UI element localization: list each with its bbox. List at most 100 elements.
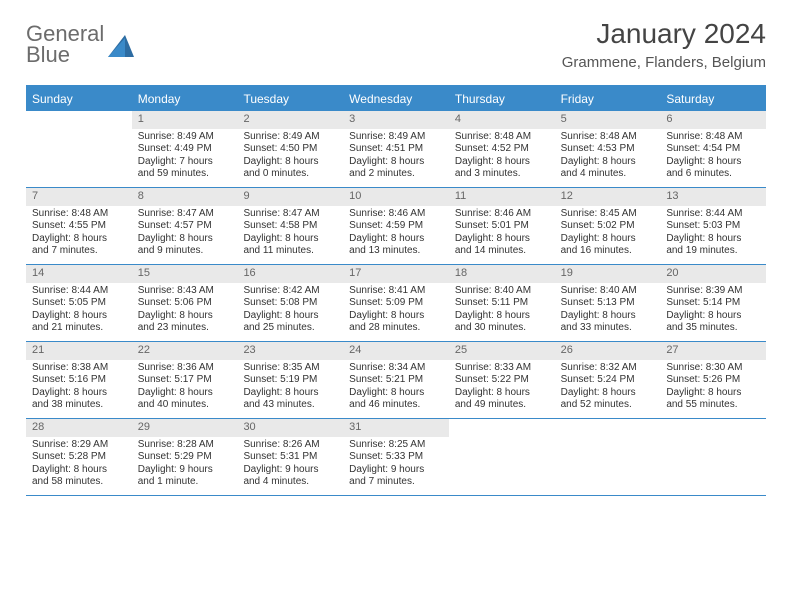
day-detail-line: Sunset: 5:06 PM (138, 297, 232, 310)
day-details: Sunrise: 8:46 AMSunset: 4:59 PMDaylight:… (343, 206, 449, 262)
day-number: 26 (555, 342, 661, 360)
day-detail-line: Daylight: 8 hours (138, 233, 232, 246)
day-detail-line: and 4 minutes. (561, 168, 655, 181)
calendar-cell: 22Sunrise: 8:36 AMSunset: 5:17 PMDayligh… (132, 342, 238, 418)
day-detail-line: Sunset: 5:01 PM (455, 220, 549, 233)
day-detail-line: Sunrise: 8:36 AM (138, 362, 232, 375)
day-detail-line: Sunrise: 8:29 AM (32, 439, 126, 452)
day-number: 15 (132, 265, 238, 283)
day-detail-line: Sunset: 5:11 PM (455, 297, 549, 310)
calendar-cell: 17Sunrise: 8:41 AMSunset: 5:09 PMDayligh… (343, 265, 449, 341)
day-detail-line: Sunrise: 8:48 AM (455, 131, 549, 144)
day-detail-line: and 16 minutes. (561, 245, 655, 258)
calendar-cell: 5Sunrise: 8:48 AMSunset: 4:53 PMDaylight… (555, 111, 661, 187)
day-detail-line: Sunrise: 8:47 AM (138, 208, 232, 221)
day-details (449, 437, 555, 443)
day-details: Sunrise: 8:33 AMSunset: 5:22 PMDaylight:… (449, 360, 555, 416)
day-number: 28 (26, 419, 132, 437)
day-detail-line: Sunrise: 8:38 AM (32, 362, 126, 375)
day-detail-line: Daylight: 8 hours (455, 387, 549, 400)
day-detail-line: and 7 minutes. (32, 245, 126, 258)
day-number (26, 111, 132, 129)
day-detail-line: Daylight: 8 hours (455, 233, 549, 246)
day-detail-line: and 58 minutes. (32, 476, 126, 489)
calendar-cell: 10Sunrise: 8:46 AMSunset: 4:59 PMDayligh… (343, 188, 449, 264)
day-details: Sunrise: 8:42 AMSunset: 5:08 PMDaylight:… (237, 283, 343, 339)
day-detail-line: Daylight: 8 hours (32, 233, 126, 246)
day-detail-line: Sunset: 5:21 PM (349, 374, 443, 387)
day-details: Sunrise: 8:49 AMSunset: 4:50 PMDaylight:… (237, 129, 343, 185)
day-detail-line: Sunset: 4:51 PM (349, 143, 443, 156)
day-details: Sunrise: 8:39 AMSunset: 5:14 PMDaylight:… (660, 283, 766, 339)
day-detail-line: Daylight: 8 hours (32, 387, 126, 400)
day-detail-line: Sunrise: 8:41 AM (349, 285, 443, 298)
day-detail-line: and 7 minutes. (349, 476, 443, 489)
day-number: 14 (26, 265, 132, 283)
calendar-cell: 11Sunrise: 8:46 AMSunset: 5:01 PMDayligh… (449, 188, 555, 264)
day-detail-line: Sunset: 4:59 PM (349, 220, 443, 233)
calendar: Sunday Monday Tuesday Wednesday Thursday… (26, 85, 766, 496)
day-header-mon: Monday (132, 87, 238, 111)
day-detail-line: and 3 minutes. (455, 168, 549, 181)
day-number: 24 (343, 342, 449, 360)
day-detail-line: Sunset: 5:26 PM (666, 374, 760, 387)
day-detail-line: and 30 minutes. (455, 322, 549, 335)
day-detail-line: Sunrise: 8:32 AM (561, 362, 655, 375)
day-number (660, 419, 766, 437)
day-number: 25 (449, 342, 555, 360)
day-details: Sunrise: 8:47 AMSunset: 4:57 PMDaylight:… (132, 206, 238, 262)
calendar-cell: 2Sunrise: 8:49 AMSunset: 4:50 PMDaylight… (237, 111, 343, 187)
day-details: Sunrise: 8:35 AMSunset: 5:19 PMDaylight:… (237, 360, 343, 416)
day-detail-line: and 19 minutes. (666, 245, 760, 258)
day-detail-line: and 13 minutes. (349, 245, 443, 258)
day-detail-line: Sunset: 4:57 PM (138, 220, 232, 233)
calendar-cell: 16Sunrise: 8:42 AMSunset: 5:08 PMDayligh… (237, 265, 343, 341)
calendar-cell: 23Sunrise: 8:35 AMSunset: 5:19 PMDayligh… (237, 342, 343, 418)
day-details (555, 437, 661, 443)
day-detail-line: Sunset: 5:09 PM (349, 297, 443, 310)
day-detail-line: and 14 minutes. (455, 245, 549, 258)
calendar-cell: 20Sunrise: 8:39 AMSunset: 5:14 PMDayligh… (660, 265, 766, 341)
day-detail-line: Sunset: 4:53 PM (561, 143, 655, 156)
day-detail-line: Sunrise: 8:30 AM (666, 362, 760, 375)
day-detail-line: Sunrise: 8:48 AM (32, 208, 126, 221)
calendar-cell: 26Sunrise: 8:32 AMSunset: 5:24 PMDayligh… (555, 342, 661, 418)
day-detail-line: Daylight: 8 hours (138, 387, 232, 400)
day-detail-line: Daylight: 8 hours (561, 156, 655, 169)
day-detail-line: Sunrise: 8:44 AM (32, 285, 126, 298)
day-detail-line: Daylight: 8 hours (666, 233, 760, 246)
day-details: Sunrise: 8:38 AMSunset: 5:16 PMDaylight:… (26, 360, 132, 416)
day-number: 4 (449, 111, 555, 129)
day-detail-line: and 6 minutes. (666, 168, 760, 181)
location-text: Grammene, Flanders, Belgium (562, 54, 766, 71)
day-details: Sunrise: 8:30 AMSunset: 5:26 PMDaylight:… (660, 360, 766, 416)
calendar-cell: 12Sunrise: 8:45 AMSunset: 5:02 PMDayligh… (555, 188, 661, 264)
calendar-week: 28Sunrise: 8:29 AMSunset: 5:28 PMDayligh… (26, 419, 766, 496)
day-detail-line: Daylight: 8 hours (243, 310, 337, 323)
day-detail-line: Daylight: 8 hours (349, 156, 443, 169)
day-number: 9 (237, 188, 343, 206)
day-detail-line: Sunrise: 8:49 AM (138, 131, 232, 144)
day-details: Sunrise: 8:45 AMSunset: 5:02 PMDaylight:… (555, 206, 661, 262)
day-details: Sunrise: 8:34 AMSunset: 5:21 PMDaylight:… (343, 360, 449, 416)
day-detail-line: Daylight: 8 hours (243, 233, 337, 246)
day-number: 5 (555, 111, 661, 129)
day-detail-line: Daylight: 8 hours (561, 310, 655, 323)
day-details: Sunrise: 8:36 AMSunset: 5:17 PMDaylight:… (132, 360, 238, 416)
day-detail-line: Sunrise: 8:28 AM (138, 439, 232, 452)
calendar-cell: 21Sunrise: 8:38 AMSunset: 5:16 PMDayligh… (26, 342, 132, 418)
day-number (449, 419, 555, 437)
day-detail-line: Daylight: 9 hours (138, 464, 232, 477)
day-detail-line: Sunset: 5:24 PM (561, 374, 655, 387)
day-detail-line: Sunset: 5:05 PM (32, 297, 126, 310)
day-detail-line: Daylight: 8 hours (243, 156, 337, 169)
day-detail-line: Sunset: 4:49 PM (138, 143, 232, 156)
day-detail-line: Sunset: 5:31 PM (243, 451, 337, 464)
day-number: 30 (237, 419, 343, 437)
day-details: Sunrise: 8:46 AMSunset: 5:01 PMDaylight:… (449, 206, 555, 262)
day-details (660, 437, 766, 443)
day-detail-line: and 43 minutes. (243, 399, 337, 412)
day-detail-line: and 40 minutes. (138, 399, 232, 412)
logo-triangle-icon (108, 35, 134, 57)
day-detail-line: Sunset: 5:14 PM (666, 297, 760, 310)
